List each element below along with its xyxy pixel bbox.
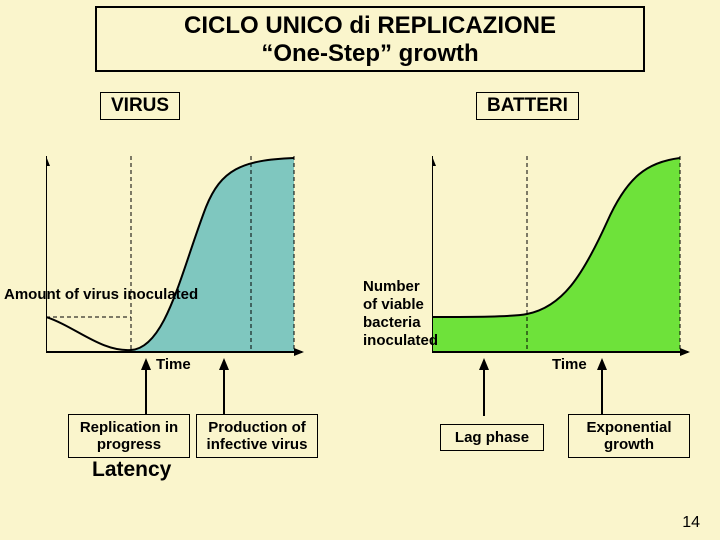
- bacteria-chip: BATTERI: [476, 92, 579, 120]
- title-box: CICLO UNICO di REPLICAZIONE “One-Step” g…: [95, 6, 645, 72]
- virus-label-replication: Replication in progress: [68, 414, 190, 458]
- bacteria-fill: [432, 158, 680, 352]
- bact-x-arrowhead: [680, 348, 690, 356]
- virus-label-latency: Latency: [92, 458, 171, 482]
- bact-label-exponential: Exponential growth: [568, 414, 690, 458]
- slide: { "title": { "line1": "CICLO UNICO di RE…: [0, 0, 720, 540]
- virus-ylabel: Amount of virus inoculated: [4, 286, 204, 304]
- virus-chip: VIRUS: [100, 92, 180, 120]
- bacteria-chart: [432, 152, 692, 364]
- title-line-2: “One-Step” growth: [105, 40, 635, 68]
- virus-label-production: Production of infective virus: [196, 414, 318, 458]
- title-line-1: CICLO UNICO di REPLICAZIONE: [105, 12, 635, 40]
- virus-chart: [46, 152, 306, 364]
- virus-y-arrowhead: [46, 156, 50, 166]
- page-number: 14: [682, 514, 700, 532]
- bacteria-ylabel: Number of viable bacteria inoculated: [363, 278, 443, 350]
- virus-fill: [131, 158, 294, 352]
- bact-label-lag: Lag phase: [440, 424, 544, 451]
- virus-x-arrowhead: [294, 348, 304, 356]
